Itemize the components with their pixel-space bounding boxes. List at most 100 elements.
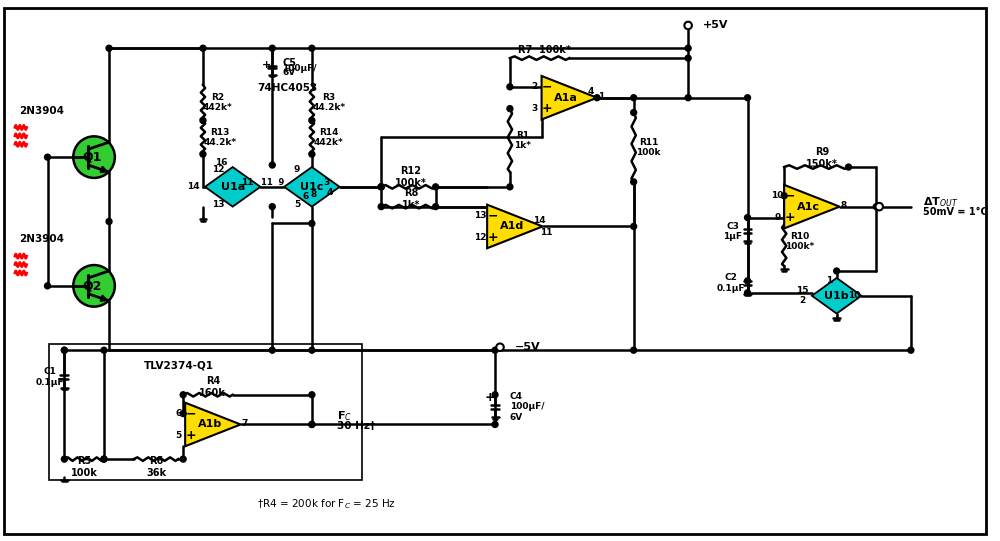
Circle shape — [269, 203, 275, 209]
Polygon shape — [487, 204, 543, 248]
Circle shape — [180, 456, 186, 462]
Text: 11: 11 — [540, 228, 553, 237]
Circle shape — [507, 105, 513, 111]
Circle shape — [73, 265, 115, 307]
Circle shape — [101, 456, 107, 462]
Text: Q2: Q2 — [82, 279, 102, 292]
Text: 50mV = 1°C: 50mV = 1°C — [923, 207, 988, 216]
Text: 7: 7 — [241, 419, 248, 428]
Circle shape — [873, 203, 879, 209]
Text: R10
100k*: R10 100k* — [785, 232, 815, 251]
Circle shape — [745, 278, 751, 284]
Circle shape — [180, 392, 186, 398]
Text: 4: 4 — [588, 87, 594, 96]
Text: 2: 2 — [799, 296, 805, 305]
Text: R13
44.2k*: R13 44.2k* — [203, 128, 236, 147]
Circle shape — [685, 95, 691, 101]
Circle shape — [378, 184, 384, 190]
Circle shape — [200, 151, 206, 157]
Text: 9: 9 — [294, 164, 300, 174]
Text: R1
1k*: R1 1k* — [514, 130, 531, 150]
Text: −: − — [542, 80, 552, 94]
Text: 13: 13 — [212, 200, 224, 209]
Circle shape — [101, 456, 107, 462]
Text: 13: 13 — [474, 211, 486, 220]
Text: 12: 12 — [474, 233, 486, 242]
Text: A1b: A1b — [198, 419, 222, 430]
Circle shape — [180, 411, 186, 417]
Circle shape — [378, 184, 384, 190]
Polygon shape — [542, 76, 597, 120]
Text: +: + — [484, 391, 495, 404]
Circle shape — [61, 347, 67, 353]
Text: −: − — [487, 209, 498, 222]
Text: C2
0.1μF: C2 0.1μF — [716, 273, 745, 293]
Circle shape — [492, 421, 498, 427]
Circle shape — [834, 268, 840, 274]
Text: 2N3904: 2N3904 — [19, 105, 64, 116]
Circle shape — [200, 45, 206, 51]
Text: 5: 5 — [175, 431, 181, 440]
Text: 5: 5 — [294, 200, 300, 209]
Text: Q1: Q1 — [82, 150, 102, 163]
Text: R7  100k*: R7 100k* — [518, 45, 571, 55]
Text: A1a: A1a — [554, 93, 578, 103]
Text: C4
100μF/
6V: C4 100μF/ 6V — [510, 392, 544, 421]
Text: 10: 10 — [848, 291, 861, 300]
Text: U1a: U1a — [221, 182, 245, 192]
Text: −: − — [185, 407, 196, 420]
Circle shape — [492, 392, 498, 398]
Polygon shape — [284, 167, 340, 207]
Text: 14: 14 — [187, 182, 199, 192]
Text: R11
100k: R11 100k — [636, 137, 661, 157]
Circle shape — [309, 392, 315, 398]
Text: +: + — [784, 211, 795, 224]
Text: 30 Hz†: 30 Hz† — [337, 421, 375, 431]
Circle shape — [61, 456, 67, 462]
Circle shape — [73, 136, 115, 178]
Circle shape — [309, 151, 315, 157]
Text: C5: C5 — [282, 58, 296, 68]
Text: +: + — [262, 60, 271, 70]
Circle shape — [507, 184, 513, 190]
Circle shape — [507, 84, 513, 90]
Text: 2: 2 — [532, 82, 538, 91]
Text: 11: 11 — [241, 179, 254, 187]
Text: 3: 3 — [532, 104, 538, 113]
Polygon shape — [185, 403, 241, 446]
Circle shape — [106, 219, 112, 225]
Text: +: + — [487, 231, 498, 244]
Circle shape — [200, 117, 206, 123]
Text: †R4 = 200k for F$_C$ = 25 Hz: †R4 = 200k for F$_C$ = 25 Hz — [257, 497, 396, 511]
Text: 6V: 6V — [282, 69, 295, 77]
Text: 8: 8 — [840, 201, 847, 210]
Circle shape — [846, 164, 851, 170]
Text: R14
442k*: R14 442k* — [314, 128, 344, 147]
Circle shape — [269, 347, 275, 353]
Polygon shape — [205, 167, 260, 207]
Circle shape — [309, 117, 315, 123]
Circle shape — [61, 347, 67, 353]
Text: R12
100k*: R12 100k* — [395, 166, 427, 188]
Circle shape — [631, 179, 637, 185]
Text: TLV2374-Q1: TLV2374-Q1 — [144, 360, 214, 370]
Text: 3: 3 — [324, 179, 330, 187]
Circle shape — [745, 290, 751, 296]
Circle shape — [101, 347, 107, 353]
Text: +: + — [185, 429, 196, 442]
Text: R6
36k: R6 36k — [146, 456, 166, 478]
Text: 14: 14 — [533, 216, 546, 225]
Text: U1c: U1c — [300, 182, 324, 192]
Text: C1
0.1μF: C1 0.1μF — [35, 367, 64, 387]
Text: 11  9: 11 9 — [261, 179, 284, 187]
Text: ΔT$_{OUT}$: ΔT$_{OUT}$ — [923, 195, 958, 209]
Text: 16: 16 — [215, 157, 227, 167]
Circle shape — [745, 215, 751, 221]
Circle shape — [309, 421, 315, 427]
Text: F$_C$: F$_C$ — [337, 410, 352, 424]
Text: 10: 10 — [771, 192, 783, 200]
Text: 100μF/: 100μF/ — [282, 63, 317, 72]
Circle shape — [378, 184, 384, 190]
Circle shape — [309, 221, 315, 227]
Circle shape — [631, 110, 637, 116]
